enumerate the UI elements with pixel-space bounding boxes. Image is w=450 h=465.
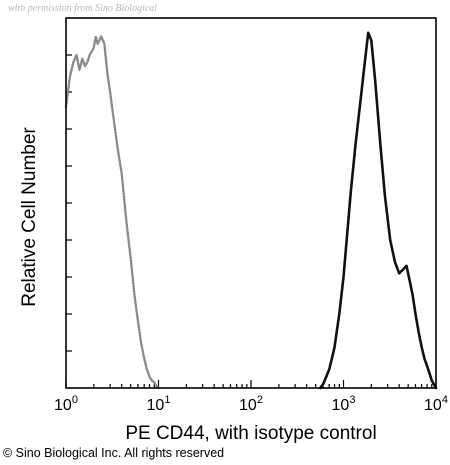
- watermark-text: with permission from Sino Biological: [8, 3, 158, 14]
- x-tick-label: 101: [147, 394, 171, 414]
- copyright-text: © Sino Biological Inc. All rights reserv…: [3, 446, 225, 460]
- x-tick-label: 100: [54, 394, 78, 414]
- x-tick-label: 104: [424, 394, 448, 414]
- y-axis-label: Relative Cell Number: [19, 127, 40, 307]
- series-line-CD44: [318, 31, 438, 390]
- plot-frame: [65, 17, 437, 389]
- x-axis-label: PE CD44, with isotype control: [125, 423, 377, 444]
- x-tick-label: 103: [332, 394, 356, 414]
- x-tick-label: 102: [239, 394, 263, 414]
- series-line-isotype-control: [64, 35, 160, 390]
